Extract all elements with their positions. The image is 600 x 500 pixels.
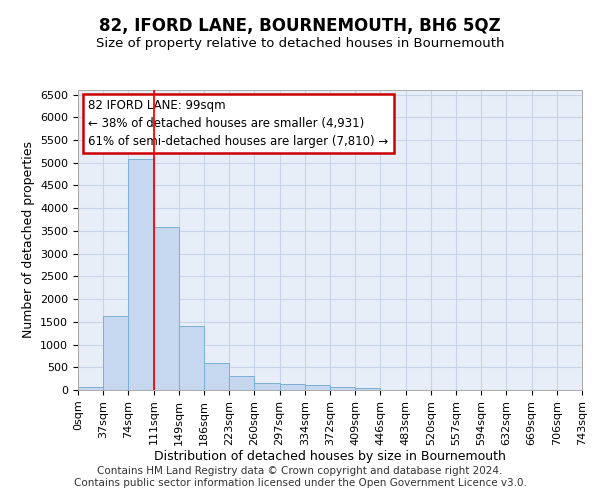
Bar: [254, 383, 280, 390]
Bar: [355, 388, 380, 390]
Text: 82 IFORD LANE: 99sqm
← 38% of detached houses are smaller (4,931)
61% of semi-de: 82 IFORD LANE: 99sqm ← 38% of detached h…: [88, 99, 388, 148]
Bar: [280, 384, 305, 390]
Bar: [103, 316, 128, 390]
Bar: [305, 386, 330, 390]
Text: 82, IFORD LANE, BOURNEMOUTH, BH6 5QZ: 82, IFORD LANE, BOURNEMOUTH, BH6 5QZ: [99, 18, 501, 36]
Bar: [154, 228, 179, 390]
Bar: [330, 388, 355, 390]
Bar: [179, 326, 204, 390]
Text: Size of property relative to detached houses in Bournemouth: Size of property relative to detached ho…: [96, 38, 504, 51]
Y-axis label: Number of detached properties: Number of detached properties: [22, 142, 35, 338]
Bar: [229, 376, 254, 390]
Bar: [204, 363, 229, 390]
Text: Contains HM Land Registry data © Crown copyright and database right 2024.
Contai: Contains HM Land Registry data © Crown c…: [74, 466, 526, 487]
Bar: [128, 159, 154, 390]
Bar: [78, 388, 103, 390]
X-axis label: Distribution of detached houses by size in Bournemouth: Distribution of detached houses by size …: [154, 450, 506, 464]
